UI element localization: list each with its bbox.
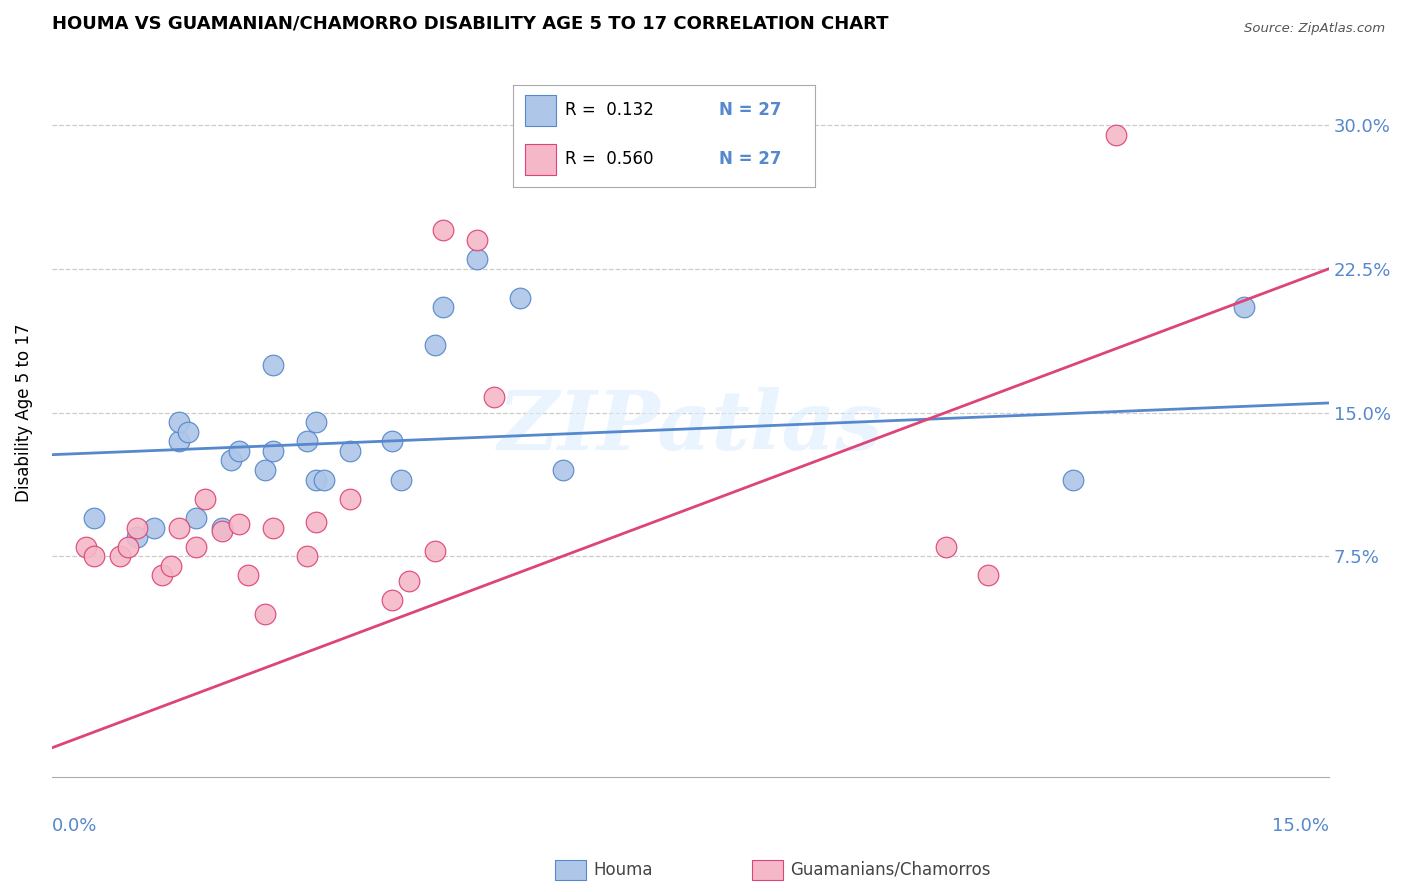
Point: [83, 511, 105, 525]
Point: [389, 473, 412, 487]
Point: [381, 434, 404, 449]
Point: [219, 453, 242, 467]
Text: Source: ZipAtlas.com: Source: ZipAtlas.com: [1244, 22, 1385, 36]
Point: [228, 516, 250, 531]
Bar: [526, 145, 555, 175]
Point: [467, 233, 489, 247]
Point: [142, 520, 165, 534]
Point: [125, 530, 148, 544]
Text: Houma: Houma: [593, 861, 652, 879]
Text: HOUMA VS GUAMANIAN/CHAMORRO DISABILITY AGE 5 TO 17 CORRELATION CHART: HOUMA VS GUAMANIAN/CHAMORRO DISABILITY A…: [52, 15, 889, 33]
Text: R =  0.132: R = 0.132: [565, 101, 654, 119]
Point: [339, 443, 361, 458]
Text: 0.0%: 0.0%: [52, 817, 97, 835]
Point: [305, 515, 328, 529]
Point: [83, 549, 105, 564]
Point: [398, 574, 420, 589]
Point: [935, 540, 957, 554]
Text: N = 27: N = 27: [718, 101, 782, 119]
Text: R =  0.560: R = 0.560: [565, 150, 652, 168]
Text: N = 27: N = 27: [718, 150, 782, 168]
Y-axis label: Disability Age 5 to 17: Disability Age 5 to 17: [15, 323, 32, 502]
Point: [108, 549, 131, 564]
Point: [160, 558, 183, 573]
Point: [228, 443, 250, 458]
Point: [314, 473, 336, 487]
Point: [152, 568, 174, 582]
Point: [305, 473, 328, 487]
Point: [253, 463, 276, 477]
Text: 15.0%: 15.0%: [1272, 817, 1329, 835]
Point: [253, 607, 276, 621]
Point: [125, 520, 148, 534]
Point: [262, 520, 284, 534]
Point: [169, 520, 191, 534]
Point: [1233, 300, 1256, 314]
Point: [1105, 128, 1128, 142]
Point: [977, 568, 1000, 582]
Point: [432, 223, 454, 237]
Point: [509, 291, 531, 305]
Point: [236, 568, 259, 582]
Point: [211, 524, 233, 539]
Point: [177, 425, 200, 439]
Point: [169, 415, 191, 429]
Point: [262, 358, 284, 372]
Point: [186, 540, 208, 554]
Point: [423, 338, 446, 352]
Point: [75, 540, 97, 554]
Text: Guamanians/Chamorros: Guamanians/Chamorros: [790, 861, 991, 879]
Point: [194, 491, 217, 506]
Point: [339, 491, 361, 506]
Point: [262, 443, 284, 458]
Point: [169, 434, 191, 449]
Point: [295, 434, 318, 449]
Point: [551, 463, 574, 477]
Bar: [526, 95, 555, 126]
Point: [484, 390, 506, 404]
Point: [1062, 473, 1084, 487]
Point: [467, 252, 489, 267]
Point: [305, 415, 328, 429]
Point: [432, 300, 454, 314]
Point: [295, 549, 318, 564]
Point: [423, 543, 446, 558]
Point: [211, 520, 233, 534]
Point: [117, 540, 139, 554]
Point: [381, 593, 404, 607]
Point: [186, 511, 208, 525]
Text: ZIPatlas: ZIPatlas: [498, 387, 883, 467]
